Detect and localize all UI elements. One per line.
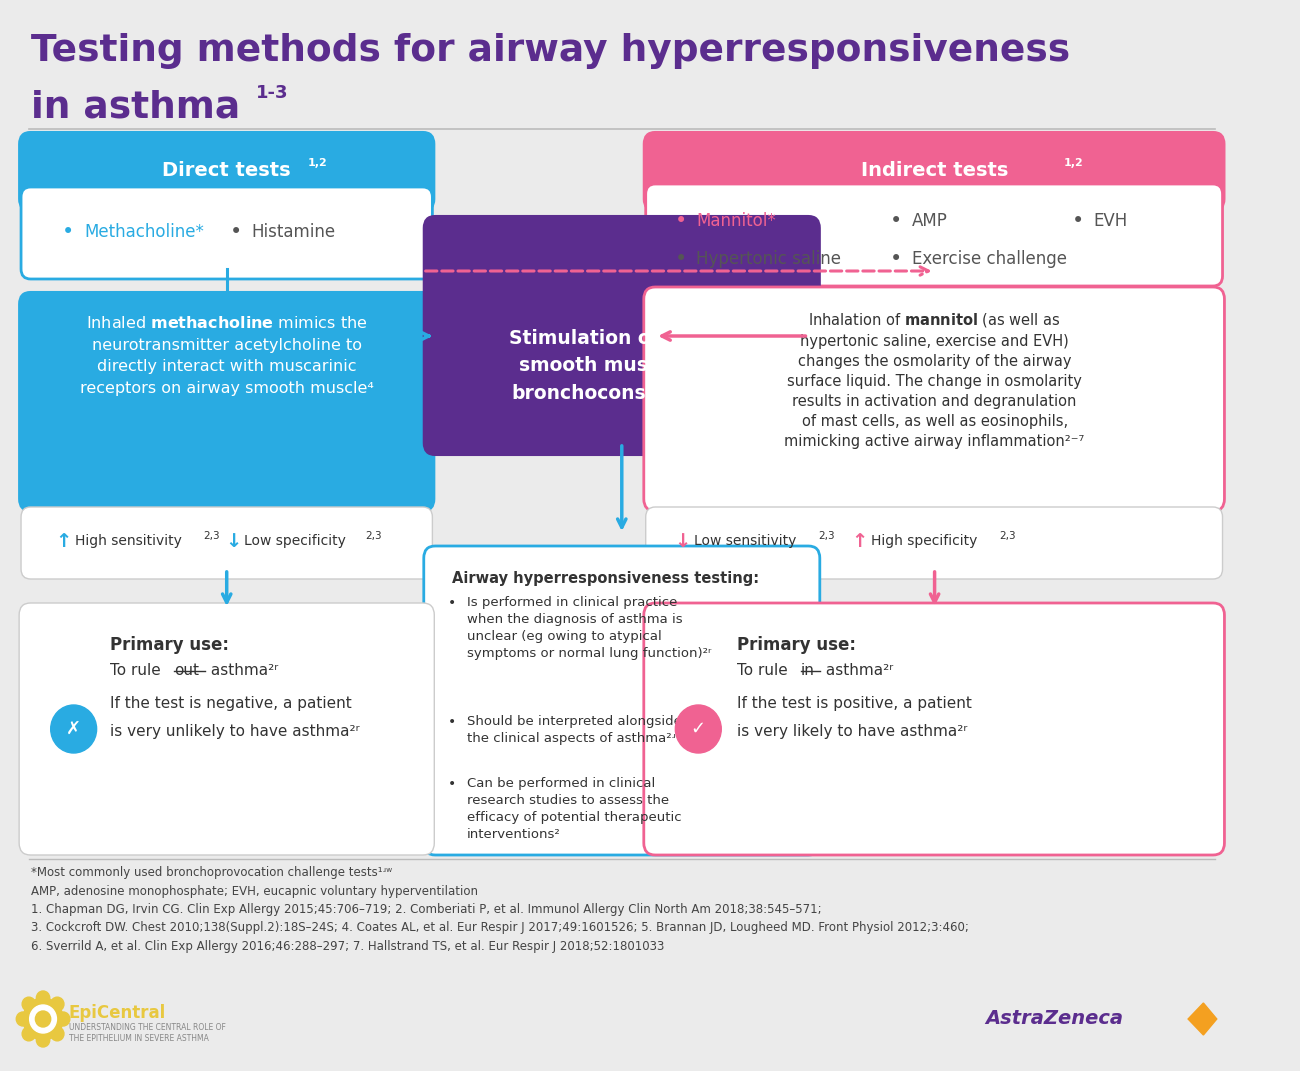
Text: Stimulation of airway
smooth muscle and
bronchoconstriction¹: Stimulation of airway smooth muscle and … [508,329,734,403]
Circle shape [56,1012,70,1026]
FancyBboxPatch shape [20,292,434,511]
FancyBboxPatch shape [644,132,1225,211]
FancyBboxPatch shape [20,603,434,855]
FancyBboxPatch shape [644,603,1225,855]
Text: Indirect tests: Indirect tests [861,161,1009,180]
FancyBboxPatch shape [21,507,433,579]
Text: Primary use:: Primary use: [737,636,855,654]
Text: ↓: ↓ [225,531,242,550]
Text: Low sensitivity: Low sensitivity [693,534,796,548]
Circle shape [51,997,64,1011]
Text: High sensitivity: High sensitivity [74,534,182,548]
Text: •: • [889,248,902,269]
Text: To rule: To rule [111,663,165,678]
Text: •: • [447,715,456,729]
Text: Is performed in clinical practice
when the diagnosis of asthma is
unclear (eg ow: Is performed in clinical practice when t… [467,595,711,660]
Text: EpiCentral: EpiCentral [69,1004,166,1022]
Text: ✗: ✗ [66,720,81,738]
Text: If the test is negative, a patient: If the test is negative, a patient [111,696,352,711]
Text: asthma²ʳ: asthma²ʳ [205,663,278,678]
Circle shape [51,1027,64,1041]
Text: in asthma: in asthma [31,89,240,125]
Text: If the test is positive, a patient: If the test is positive, a patient [737,696,971,711]
FancyBboxPatch shape [21,187,433,280]
Text: •: • [1071,211,1084,231]
Text: Should be interpreted alongside
the clinical aspects of asthma²ʴ: Should be interpreted alongside the clin… [467,715,681,745]
Text: Airway hyperresponsiveness testing:: Airway hyperresponsiveness testing: [451,571,759,586]
Text: *Most commonly used bronchoprovocation challenge tests¹ʴʷ
AMP, adenosine monopho: *Most commonly used bronchoprovocation c… [31,866,968,953]
Circle shape [22,997,35,1011]
Text: is very unlikely to have asthma²ʳ: is very unlikely to have asthma²ʳ [111,724,360,739]
FancyBboxPatch shape [646,184,1222,286]
Text: •: • [889,211,902,231]
Text: 2,3: 2,3 [818,531,835,541]
Text: •: • [447,776,456,791]
Text: UNDERSTANDING THE CENTRAL ROLE OF
THE EPITHELIUM IN SEVERE ASTHMA: UNDERSTANDING THE CENTRAL ROLE OF THE EP… [69,1023,226,1043]
Text: Can be performed in clinical
research studies to assess the
efficacy of potentia: Can be performed in clinical research st… [467,776,681,841]
Circle shape [51,705,96,753]
Text: Primary use:: Primary use: [111,636,229,654]
Text: AstraZeneca: AstraZeneca [985,1010,1123,1028]
Text: is very likely to have asthma²ʳ: is very likely to have asthma²ʳ [737,724,967,739]
FancyBboxPatch shape [644,287,1225,511]
Circle shape [36,1034,49,1047]
Text: ✓: ✓ [690,720,706,738]
Text: out: out [174,663,199,678]
Text: AMP: AMP [911,212,948,230]
Text: Inhaled $\mathbf{methacholine}$ mimics the
neurotransmitter acetylcholine to
dir: Inhaled $\mathbf{methacholine}$ mimics t… [79,315,373,396]
Text: Mannitol*: Mannitol* [697,212,776,230]
Text: Methacholine*: Methacholine* [84,223,204,241]
Circle shape [35,1011,51,1027]
Text: Testing methods for airway hyperresponsiveness: Testing methods for airway hyperresponsi… [31,33,1070,69]
Text: •: • [62,222,74,242]
Circle shape [17,1012,30,1026]
Text: 1,2: 1,2 [308,159,328,168]
Text: •: • [447,595,456,610]
Text: Hypertonic saline: Hypertonic saline [697,250,841,268]
Text: •: • [675,248,686,269]
Text: EVH: EVH [1093,212,1127,230]
Text: ↑: ↑ [56,531,72,550]
Text: •: • [675,211,686,231]
Text: 1-3: 1-3 [256,84,289,102]
Text: High specificity: High specificity [871,534,976,548]
FancyBboxPatch shape [424,546,820,855]
Circle shape [22,1027,35,1041]
Text: 2,3: 2,3 [365,531,382,541]
Circle shape [23,998,64,1040]
FancyBboxPatch shape [424,216,820,455]
Text: Exercise challenge: Exercise challenge [911,250,1066,268]
Text: in: in [801,663,815,678]
Text: 2,3: 2,3 [1000,531,1017,541]
Text: asthma²ʳ: asthma²ʳ [820,663,893,678]
Text: Direct tests: Direct tests [162,161,291,180]
Circle shape [676,705,722,753]
Text: Low specificity: Low specificity [244,534,346,548]
Text: Inhalation of $\mathbf{mannitol}$ (as well as
hypertonic saline, exercise and EV: Inhalation of $\mathbf{mannitol}$ (as we… [784,311,1084,449]
Circle shape [30,1005,56,1034]
Text: Histamine: Histamine [252,223,335,241]
FancyBboxPatch shape [646,507,1222,579]
Polygon shape [1188,1004,1217,1035]
Text: To rule: To rule [737,663,792,678]
Text: ↑: ↑ [852,531,867,550]
Text: ↓: ↓ [675,531,690,550]
Circle shape [36,991,49,1005]
Text: 1,2: 1,2 [1063,159,1083,168]
Text: •: • [230,222,242,242]
FancyBboxPatch shape [20,132,434,211]
Text: 2,3: 2,3 [203,531,220,541]
